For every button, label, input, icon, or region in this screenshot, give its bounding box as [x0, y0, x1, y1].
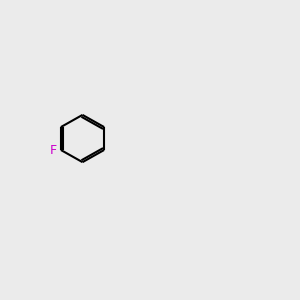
Text: F: F [50, 143, 57, 157]
